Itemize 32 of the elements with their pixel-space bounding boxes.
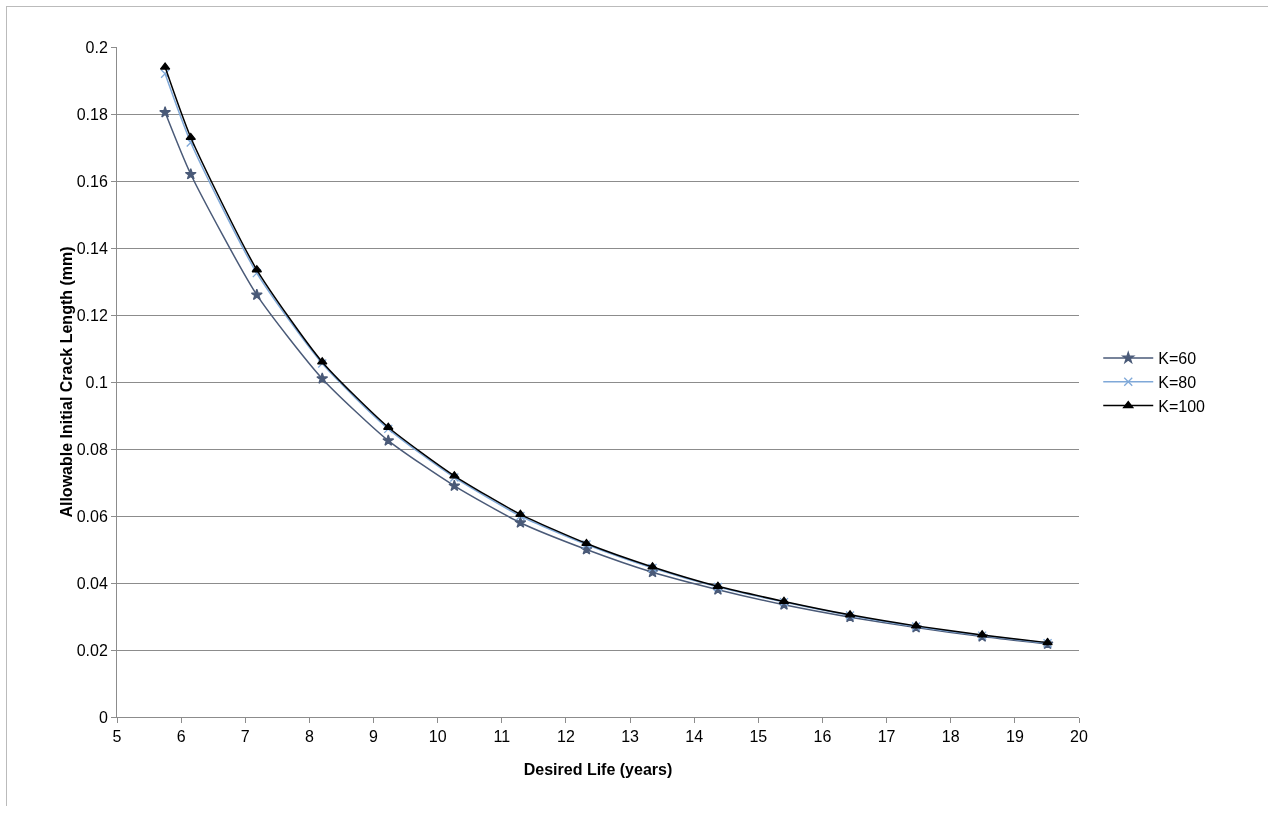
y-axis-title: Allowable Initial Crack Length (mm) bbox=[57, 246, 75, 518]
x-tick-label: 10 bbox=[428, 728, 447, 746]
y-tick-label: 0.18 bbox=[76, 105, 108, 123]
x-tick-label: 18 bbox=[941, 728, 960, 746]
y-tick-label: 0.06 bbox=[76, 507, 108, 525]
x-tick-label: 12 bbox=[557, 728, 575, 746]
x-tick-label: 17 bbox=[877, 728, 896, 746]
y-tick-label: 0.14 bbox=[76, 239, 108, 257]
x-tick-label: 8 bbox=[304, 728, 314, 746]
x-tick-label: 14 bbox=[685, 728, 704, 746]
y-tick-label: 0.02 bbox=[76, 641, 108, 659]
x-tick-label: 7 bbox=[240, 728, 250, 746]
x-tick-label: 16 bbox=[813, 728, 832, 746]
y-tick-label: 0.12 bbox=[76, 306, 108, 324]
x-tick-label: 6 bbox=[176, 728, 186, 746]
y-tick-label: 0.08 bbox=[76, 440, 108, 458]
x-tick-label: 15 bbox=[749, 728, 768, 746]
x-tick-label: 20 bbox=[1070, 728, 1088, 746]
legend-label: K=100 bbox=[1158, 397, 1206, 415]
y-tick-label: 0.04 bbox=[76, 574, 108, 592]
y-tick-label: 0.2 bbox=[85, 38, 108, 56]
legend-label: K=80 bbox=[1158, 373, 1197, 391]
y-tick-label: 0.1 bbox=[85, 373, 108, 391]
x-axis-title: Desired Life (years) bbox=[523, 761, 673, 778]
y-tick-label: 0 bbox=[98, 708, 108, 726]
x-tick-label: 11 bbox=[493, 728, 511, 746]
y-tick-label: 0.16 bbox=[76, 172, 108, 190]
legend-label: K=60 bbox=[1158, 350, 1197, 368]
x-tick-label: 5 bbox=[112, 728, 122, 746]
x-tick-label: 13 bbox=[621, 728, 640, 746]
x-tick-label: 9 bbox=[369, 728, 379, 746]
x-tick-label: 19 bbox=[1005, 728, 1024, 746]
